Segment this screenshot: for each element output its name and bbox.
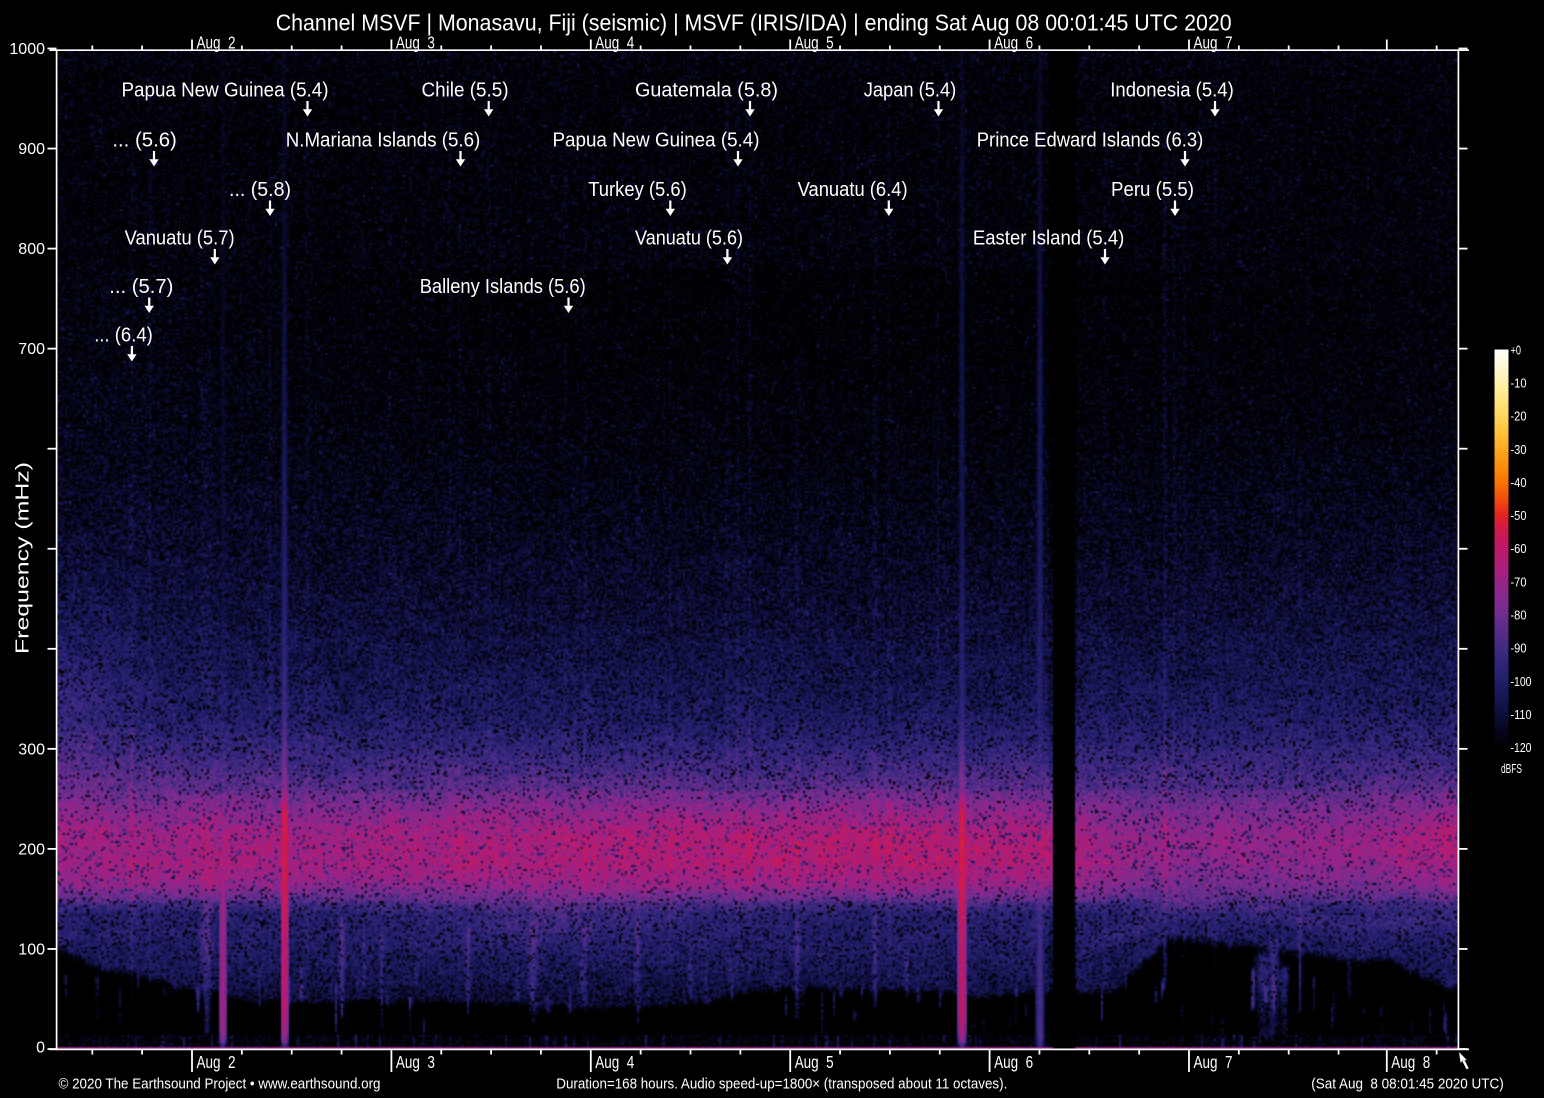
svg-text:200: 200 <box>18 841 45 858</box>
svg-text:... (5.7): ... (5.7) <box>109 275 173 298</box>
svg-text:-40: -40 <box>1511 476 1527 490</box>
svg-text:Aug 7: Aug 7 <box>1194 1052 1233 1072</box>
svg-text:Duration=168 hours. Audio spee: Duration=168 hours. Audio speed-up=1800×… <box>556 1076 1007 1093</box>
svg-text:dBFS: dBFS <box>1501 761 1522 776</box>
svg-text:Indonesia (5.4): Indonesia (5.4) <box>1110 79 1234 102</box>
svg-text:Aug 3: Aug 3 <box>396 1052 435 1072</box>
svg-text:-70: -70 <box>1511 575 1527 589</box>
svg-text:Easter Island (5.4): Easter Island (5.4) <box>973 227 1125 250</box>
svg-text:800: 800 <box>18 241 45 258</box>
svg-text:Aug 6: Aug 6 <box>994 1052 1033 1072</box>
svg-text:-90: -90 <box>1511 642 1527 656</box>
svg-text:100: 100 <box>18 941 45 958</box>
svg-text:1000: 1000 <box>9 41 45 58</box>
svg-text:-10: -10 <box>1511 376 1527 390</box>
svg-text:Frequency (mHz): Frequency (mHz) <box>12 462 33 654</box>
svg-text:... (6.4): ... (6.4) <box>94 324 153 347</box>
svg-text:Aug 4: Aug 4 <box>595 33 634 53</box>
svg-text:-110: -110 <box>1511 708 1532 722</box>
svg-text:Aug 4: Aug 4 <box>595 1052 634 1072</box>
svg-text:Vanuatu (5.7): Vanuatu (5.7) <box>125 227 235 250</box>
svg-text:-100: -100 <box>1511 675 1532 689</box>
svg-text:-50: -50 <box>1511 509 1527 523</box>
svg-text:Balleny Islands (5.6): Balleny Islands (5.6) <box>420 275 586 298</box>
svg-text:-60: -60 <box>1511 542 1527 556</box>
svg-text:N.Mariana Islands (5.6): N.Mariana Islands (5.6) <box>286 129 481 152</box>
svg-text:-120: -120 <box>1511 741 1532 755</box>
svg-text:... (5.8): ... (5.8) <box>229 178 291 201</box>
svg-text:700: 700 <box>18 341 45 358</box>
svg-text:Papua New Guinea (5.4): Papua New Guinea (5.4) <box>553 129 760 152</box>
svg-text:Turkey (5.6): Turkey (5.6) <box>588 178 687 201</box>
svg-text:Aug 3: Aug 3 <box>396 33 435 53</box>
svg-text:+0: +0 <box>1511 343 1522 357</box>
svg-text:Aug 2: Aug 2 <box>197 1052 236 1072</box>
svg-text:-80: -80 <box>1511 609 1527 623</box>
svg-text:Chile (5.5): Chile (5.5) <box>422 79 509 102</box>
svg-text:Guatemala (5.8): Guatemala (5.8) <box>635 79 778 102</box>
svg-text:0: 0 <box>36 1039 45 1056</box>
svg-text:Papua New Guinea (5.4): Papua New Guinea (5.4) <box>122 79 329 102</box>
svg-text:© 2020 The Earthsound Project: © 2020 The Earthsound Project • www.eart… <box>59 1076 381 1093</box>
svg-text:900: 900 <box>18 141 45 158</box>
svg-text:... (5.6): ... (5.6) <box>112 129 177 152</box>
svg-text:Prince Edward Islands (6.3): Prince Edward Islands (6.3) <box>977 129 1204 152</box>
svg-text:300: 300 <box>18 741 45 758</box>
svg-text:-20: -20 <box>1511 410 1527 424</box>
svg-text:-30: -30 <box>1511 443 1527 457</box>
svg-text:Aug 6: Aug 6 <box>994 33 1033 53</box>
svg-text:(Sat Aug 8 08:01:45 2020 UTC): (Sat Aug 8 08:01:45 2020 UTC) <box>1311 1076 1503 1093</box>
svg-text:Japan (5.4): Japan (5.4) <box>864 79 957 102</box>
svg-text:Vanuatu (5.6): Vanuatu (5.6) <box>635 227 743 250</box>
svg-text:Channel MSVF | Monasavu, Fiji: Channel MSVF | Monasavu, Fiji (seismic) … <box>276 10 1232 36</box>
svg-text:Aug 5: Aug 5 <box>795 33 834 53</box>
svg-text:Peru (5.5): Peru (5.5) <box>1111 178 1194 201</box>
svg-text:Aug 7: Aug 7 <box>1194 33 1233 53</box>
svg-text:Aug 8: Aug 8 <box>1391 1052 1430 1072</box>
svg-text:Aug 5: Aug 5 <box>795 1052 834 1072</box>
svg-text:Aug 2: Aug 2 <box>197 33 236 53</box>
svg-text:Vanuatu (6.4): Vanuatu (6.4) <box>798 178 908 201</box>
